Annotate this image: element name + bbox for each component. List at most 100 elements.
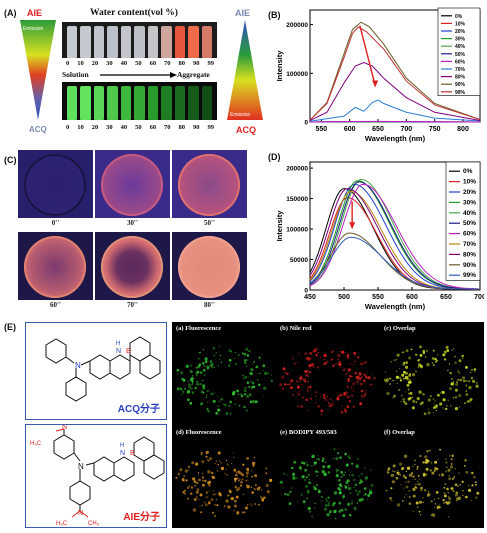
legend-entry: 20% [463,189,476,196]
acq-molecule-box: N N H B ACQ分子 [25,322,167,420]
fraction-label-99: 99 [207,124,214,131]
vial-daylight-6 [148,26,158,58]
x-tick-label: 650 [372,126,384,133]
x-tick-label: 600 [344,126,356,133]
x-tick-label: 700 [400,126,412,133]
petri-dish [24,154,86,216]
fraction-label-20: 20 [92,124,99,131]
x-tick-label: 800 [457,126,469,133]
aie-methyl-top: H₃C [30,441,42,447]
fraction-label-10: 10 [77,60,84,67]
left-acq-label: ACQ [29,125,47,134]
time-label: 80'' [172,301,247,309]
micrograph-speckles [380,322,482,424]
y-tick-label: 100000 [286,71,308,78]
micrograph-speckles [380,426,482,528]
legend: 0%10%20%30%40%50%60%70%80%90%99% [446,162,480,280]
vial-daylight-4 [121,26,131,58]
vials-photo-daylight [62,22,217,58]
legend-entry: 40% [455,44,466,50]
fraction-label-90: 90 [193,60,200,67]
fraction-label-80: 80 [179,60,186,67]
time-label-bg: 60'' [18,300,93,312]
x-tick-label: 750 [429,126,441,133]
left-emission-label: Emission [23,26,43,32]
aie-atom-h: H [120,443,124,449]
fraction-label-99: 99 [207,60,214,67]
aie-atom-n-top: N [62,425,67,431]
fraction-label-70: 70 [164,60,171,67]
y-axis-label: Intensity [275,50,284,82]
vial-daylight-10 [202,26,212,58]
right-emission-label: Emission [230,112,250,118]
micrograph-label: (c) Overlap [384,325,416,332]
vial-daylight-3 [107,26,117,58]
x-tick-label: 600 [406,294,418,301]
x-tick-label: 650 [440,294,452,301]
acq-atom-b: B [126,348,131,355]
right-aie-label: AIE [235,8,250,18]
time-label-bg: 70'' [95,300,170,312]
vial-daylight-0 [67,26,77,58]
x-tick-label: 500 [338,294,350,301]
legend: 0%10%20%30%40%50%60%70%80%90%99% [438,8,480,96]
time-label: 30'' [95,219,170,227]
petri-dish [101,236,163,298]
y-tick-label: 200000 [286,166,308,173]
fraction-label-70: 70 [164,124,171,131]
legend-entry: 30% [463,199,476,206]
legend-entry: 80% [463,251,476,258]
acq-caption: ACQ分子 [118,400,160,415]
fraction-label-0: 0 [66,124,69,131]
panel-c-label: (C) [4,155,17,165]
aie-molecule-box: N H₃C N N H₃C CH₃ N H B AIE分子 [25,424,167,528]
vial-uv-9 [188,86,198,120]
aie-atom-nh-n: N [120,450,125,457]
y-tick-label: 0 [304,288,308,295]
time-label: 70'' [95,301,170,309]
fraction-label-30: 30 [106,124,113,131]
aie-atom-n-bottom: N [78,510,83,517]
vial-daylight-5 [134,26,144,58]
aie-atom-b: B [130,450,135,457]
aie-atom-n: N [78,462,84,471]
x-axis-label: Wavelength (nm) [365,134,426,143]
aggregate-label: Aggregate [177,70,210,79]
petri-dish-panel: 0''30''50''60''70''80'' [18,150,248,312]
panel-e-label: (E) [4,322,16,332]
fraction-label-90: 90 [193,124,200,131]
x-axis-label: Wavelength (nm) [365,302,426,311]
micrograph-5: (f) Overlap [380,426,482,528]
vial-uv-5 [134,86,144,120]
legend-entry: 70% [455,67,466,73]
fraction-label-10: 10 [77,124,84,131]
aie-caption: AIE分子 [123,508,160,523]
legend-entry: 50% [463,220,476,227]
series-line-60% [310,121,480,122]
fraction-label-50: 50 [135,60,142,67]
fraction-label-60: 60 [150,60,157,67]
vial-daylight-2 [94,26,104,58]
fraction-label-0: 0 [66,60,69,67]
y-axis-label: Intensity [275,210,284,242]
legend-entry: 10% [463,179,476,186]
micrograph-label: (f) Overlap [384,429,415,436]
y-tick-label: 200000 [286,22,308,29]
legend-entry: 90% [463,262,476,269]
micrograph-2: (c) Overlap [380,322,482,424]
vial-uv-10 [202,86,212,120]
time-label-bg: 30'' [95,218,170,230]
vial-daylight-8 [175,26,185,58]
legend-entry: 20% [455,29,466,35]
petri-dish [178,236,240,298]
legend-entry: 40% [463,210,476,217]
legend-entry: 50% [455,52,466,58]
vial-uv-1 [80,86,90,120]
aie-acq-triangle-left: AIE Emission ACQ [18,8,58,138]
water-content-title: Water content(vol %) [90,8,178,18]
micrograph-label: (b) Nile red [280,325,312,332]
fraction-label-40: 40 [121,60,128,67]
micrograph-label: (d) Fluorescence [176,429,222,436]
